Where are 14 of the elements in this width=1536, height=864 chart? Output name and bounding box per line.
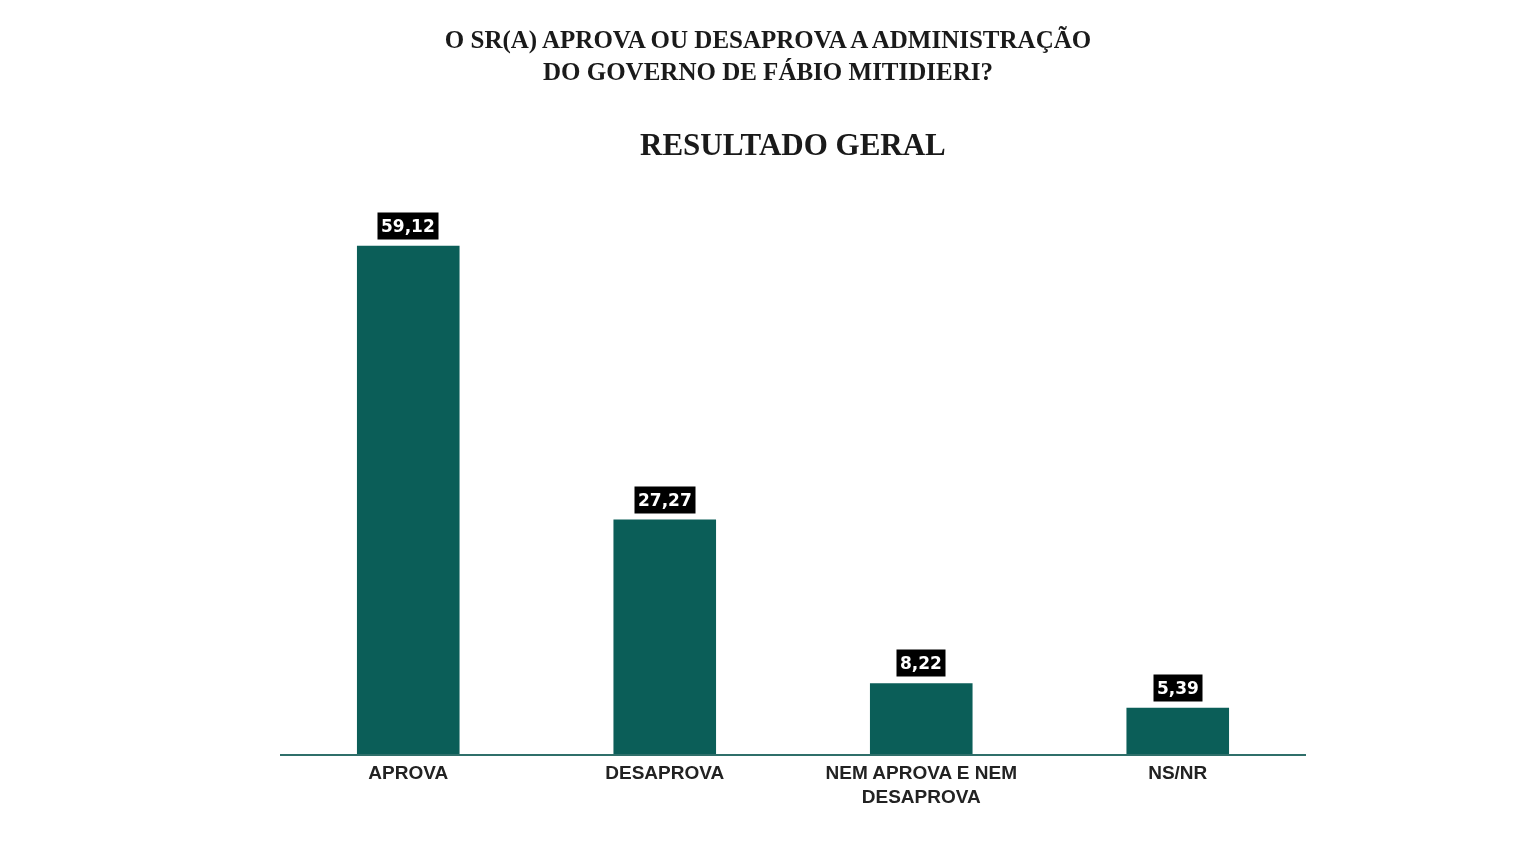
x-tick-label: NEM APROVA E NEM DESAPROVA — [825, 761, 1017, 808]
data-label: 5,39 — [1157, 678, 1199, 698]
bar — [356, 245, 460, 754]
x-tick-label: NS/NR — [1148, 761, 1208, 783]
x-tick-label: DESAPROVA — [605, 761, 725, 783]
data-label: 27,27 — [638, 490, 692, 510]
chart-title: O SR(A) APROVA OU DESAPROVA A ADMINISTRAÇÃO DO GOVERNO DE FÁBIO MITIDIERI? — [444, 25, 1092, 86]
chart-subtitle: RESULTADO GERAL — [640, 127, 946, 162]
x-tick-label: APROVA — [368, 761, 449, 783]
data-label: 59,12 — [381, 216, 435, 236]
data-label: 8,22 — [900, 653, 942, 673]
bar — [613, 519, 717, 754]
bar — [869, 683, 973, 754]
bar — [1126, 707, 1230, 754]
